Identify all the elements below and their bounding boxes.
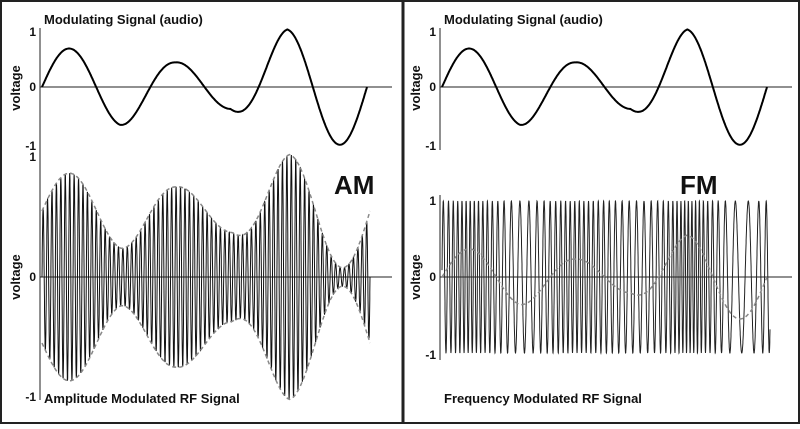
- tick-label: 1: [29, 150, 36, 164]
- y-label: voltage: [8, 65, 23, 111]
- tick-label: -1: [425, 139, 436, 153]
- y-label: voltage: [408, 254, 423, 300]
- am-envelope: [41, 153, 371, 269]
- tick-label: -1: [25, 139, 36, 153]
- tick-label: 0: [29, 80, 36, 94]
- y-label: voltage: [408, 65, 423, 111]
- tick-label: 1: [429, 25, 436, 39]
- caption: Amplitude Modulated RF Signal: [44, 391, 240, 406]
- tick-label: 0: [29, 270, 36, 284]
- am-carrier: [41, 155, 371, 400]
- tick-label: 1: [429, 194, 436, 208]
- am-envelope: [41, 285, 371, 401]
- caption: Frequency Modulated RF Signal: [444, 391, 642, 406]
- mode-label: AM: [334, 170, 374, 200]
- y-label: voltage: [8, 254, 23, 300]
- fm-carrier: [441, 199, 771, 355]
- tick-label: 0: [429, 270, 436, 284]
- panel-title: Modulating Signal (audio): [444, 12, 603, 27]
- tick-label: 1: [29, 25, 36, 39]
- panel-title: Modulating Signal (audio): [44, 12, 203, 27]
- mode-label: FM: [680, 170, 718, 200]
- modulating-wave: [441, 28, 768, 146]
- fm-modulating: [441, 234, 768, 320]
- tick-label: 0: [429, 80, 436, 94]
- tick-label: -1: [25, 390, 36, 404]
- tick-label: -1: [425, 348, 436, 362]
- modulating-wave: [41, 28, 368, 146]
